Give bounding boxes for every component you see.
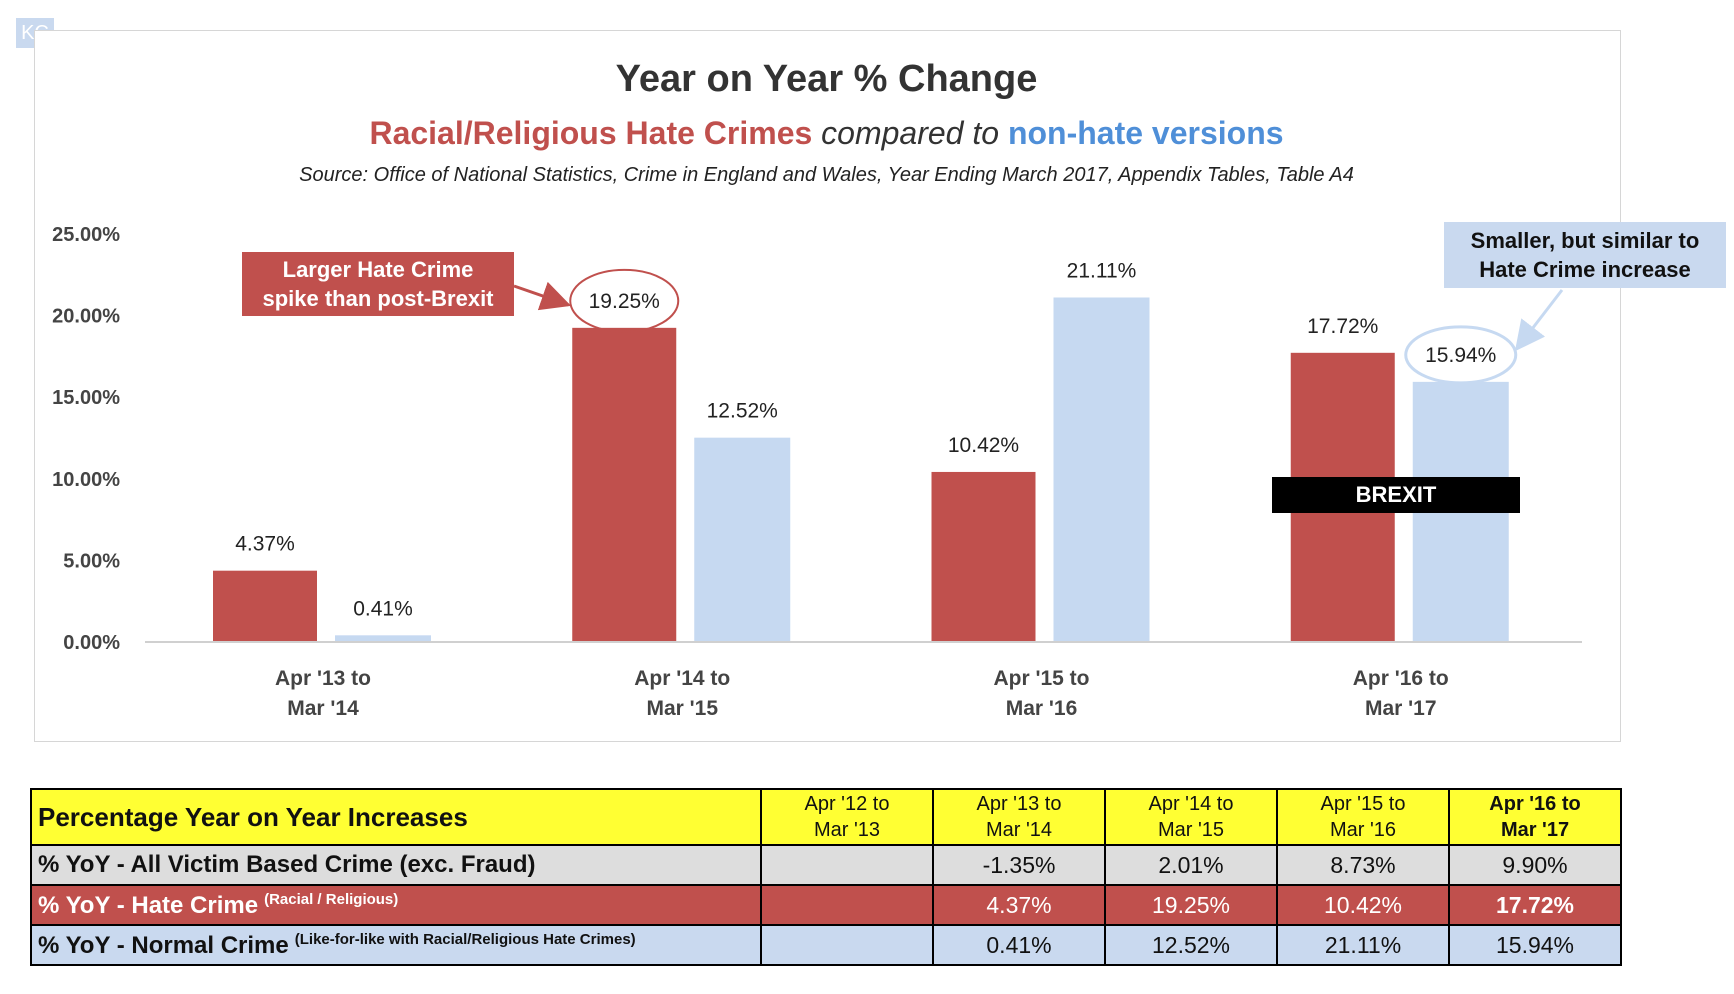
period-header-latest: Apr '16 to Mar '17 [1448,788,1622,846]
table-cell: 19.25% [1104,884,1278,926]
bars-group [213,297,1509,642]
y-tick-label: 20.00% [52,306,120,328]
table-cell: -1.35% [932,844,1106,886]
data-label-normal: 0.41% [353,597,413,620]
callout-larger-spike: Larger Hate Crime spike than post-Brexit [242,252,514,316]
table-cell: 17.72% [1448,884,1622,926]
period-line-1: Apr '16 to [1489,793,1581,815]
table-row-hate-crime: % YoY - Hate Crime (Racial / Religious) 4… [30,884,1622,926]
bar-hate [572,327,677,642]
callout-left-line-1: Larger Hate Crime [282,257,474,282]
y-axis: 0.00% 5.00% 10.00% 15.00% 20.00% 25.00% [52,224,120,654]
brexit-label: BREXIT [1272,477,1520,513]
callout-arrow-right [1514,289,1564,352]
period-line-1: Apr '14 to [1148,793,1234,815]
x-category-label: Mar '14 [287,697,359,720]
bar-normal [694,437,791,642]
table-cell: 4.37% [932,884,1106,926]
table-cell: 2.01% [1104,844,1278,886]
subtitle-non-hate: non-hate versions [1007,115,1284,151]
period-header: Apr '15 to Mar '16 [1276,788,1450,846]
callout-right-line-2: Hate Crime increase [1479,257,1691,282]
row-label-hate-crime: % YoY - Hate Crime (Racial / Religious) [30,884,762,926]
y-tick-label: 15.00% [52,387,120,409]
period-header: Apr '13 to Mar '14 [932,788,1106,846]
x-category-label: Apr '15 to [993,667,1089,690]
data-label-hate: 10.42% [948,434,1019,457]
data-label-hate: 19.25% [589,290,660,313]
table-cell: 10.42% [1276,884,1450,926]
table-cell: 9.90% [1448,844,1622,886]
period-line-2: Mar '16 [1329,819,1397,841]
x-category-label: Mar '15 [646,697,718,720]
bar-hate [213,570,317,642]
callout-arrow-left [513,281,572,311]
table-cell: 0.41% [932,924,1106,966]
period-header: Apr '14 to Mar '15 [1104,788,1278,846]
yoy-table: Percentage Year on Year Increases Apr '1… [30,788,1622,966]
table-cell [760,884,934,926]
chart-subtitle: Racial/Religious Hate Crimes compared to… [34,115,1619,152]
table-header-label: Percentage Year on Year Increases [30,788,762,846]
callout-right-line-1: Smaller, but similar to [1470,228,1700,253]
y-tick-label: 10.00% [52,469,120,491]
period-line-2: Mar '15 [1157,819,1225,841]
x-category-label: Apr '14 to [634,667,730,690]
period-line-1: Apr '12 to [804,793,890,815]
bar-hate [931,471,1036,642]
period-line-2: Mar '17 [1500,819,1570,841]
table-row-all-crime: % YoY - All Victim Based Crime (exc. Fra… [30,844,1622,886]
row-label-note: (Like-for-like with Racial/Religious Hat… [294,930,636,948]
bar-chart: 0.00% 5.00% 10.00% 15.00% 20.00% 25.00% 4.37%… [52,224,1582,720]
table-header-row: Percentage Year on Year Increases Apr '1… [30,788,1622,846]
bar-normal [1053,297,1150,642]
x-category-label: Mar '17 [1365,697,1437,720]
y-tick-label: 0.00% [63,632,120,654]
data-label-normal: 21.11% [1067,259,1137,282]
x-category-label: Apr '16 to [1353,667,1449,690]
table-cell: 21.11% [1276,924,1450,966]
y-tick-label: 25.00% [52,224,120,246]
x-axis: Apr '13 to Mar '14 Apr '14 to Mar '15 Apr '1… [145,641,1582,720]
period-line-2: Mar '14 [985,819,1053,841]
table-cell [760,844,934,886]
row-label-all-crime: % YoY - All Victim Based Crime (exc. Fra… [30,844,762,886]
row-label-text: % YoY - Normal Crime [38,931,289,959]
y-tick-label: 5.00% [63,550,120,572]
row-label-text: % YoY - Hate Crime [38,891,259,919]
period-line-2: Mar '13 [813,819,881,841]
data-label-normal: 15.94% [1425,344,1496,367]
row-label-normal-crime: % YoY - Normal Crime (Like-for-like with … [30,924,762,966]
table-cell [760,924,934,966]
x-category-label: Apr '13 to [275,667,371,690]
annotation-marks [513,268,1564,385]
period-line-1: Apr '15 to [1320,793,1406,815]
subtitle-hate-crimes: Racial/Religious Hate Crimes [369,115,813,151]
bar-normal [335,635,431,642]
period-line-1: Apr '13 to [976,793,1062,815]
data-label-hate: 17.72% [1307,315,1378,338]
chart-source: Source: Office of National Statistics, C… [299,164,1354,186]
highlight-ellipse-normal [1404,325,1518,385]
x-category-label: Mar '16 [1006,697,1078,720]
data-labels-group: 4.37% 19.25% 10.42% 17.72% 0.41% 12.52% 21.11%… [235,259,1496,620]
table-cell: 8.73% [1276,844,1450,886]
data-label-normal: 12.52% [707,400,778,423]
row-label-note: (Racial / Religious) [264,890,399,908]
row-label-text: % YoY - All Victim Based Crime (exc. Fra… [38,851,536,878]
table-cell: 15.94% [1448,924,1622,966]
callout-left-line-2: spike than post-Brexit [262,286,494,311]
chart-title: Year on Year % Change [615,58,1038,100]
table-row-normal-crime: % YoY - Normal Crime (Like-for-like with … [30,924,1622,966]
subtitle-compared-to: compared to [821,115,1000,151]
data-label-hate: 4.37% [235,533,295,556]
period-header: Apr '12 to Mar '13 [760,788,934,846]
table-cell: 12.52% [1104,924,1278,966]
callout-smaller-similar: Smaller, but similar to Hate Crime incre… [1444,222,1726,288]
